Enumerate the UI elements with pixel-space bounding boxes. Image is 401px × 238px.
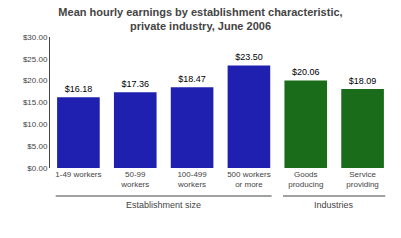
svg-text:1-49 workers: 1-49 workers xyxy=(55,170,101,179)
svg-text:$20.00: $20.00 xyxy=(23,76,48,85)
svg-text:$10.00: $10.00 xyxy=(23,120,48,129)
svg-text:$15.00: $15.00 xyxy=(23,98,48,107)
svg-text:$17.36: $17.36 xyxy=(121,79,149,89)
svg-text:Serviceproviding: Serviceproviding xyxy=(346,170,378,189)
svg-text:$0.00: $0.00 xyxy=(27,164,48,173)
svg-text:Goodsproducing: Goodsproducing xyxy=(288,170,323,189)
svg-text:$5.00: $5.00 xyxy=(27,142,48,151)
svg-text:Mean hourly earnings by establ: Mean hourly earnings by establishment ch… xyxy=(58,6,342,32)
svg-text:$20.06: $20.06 xyxy=(292,67,320,77)
svg-text:$16.18: $16.18 xyxy=(65,84,93,94)
svg-text:$18.47: $18.47 xyxy=(178,74,206,84)
svg-text:Industries: Industries xyxy=(314,200,354,210)
svg-text:100-499workers: 100-499workers xyxy=(177,170,207,189)
svg-text:500 workersor more: 500 workersor more xyxy=(227,170,271,189)
svg-text:50-99workers: 50-99workers xyxy=(120,170,149,189)
svg-text:$18.09: $18.09 xyxy=(349,76,377,86)
svg-text:$23.50: $23.50 xyxy=(235,52,263,62)
svg-text:Establishment size: Establishment size xyxy=(126,200,201,210)
svg-text:$25.00: $25.00 xyxy=(23,55,48,64)
svg-text:$30.00: $30.00 xyxy=(23,33,48,42)
